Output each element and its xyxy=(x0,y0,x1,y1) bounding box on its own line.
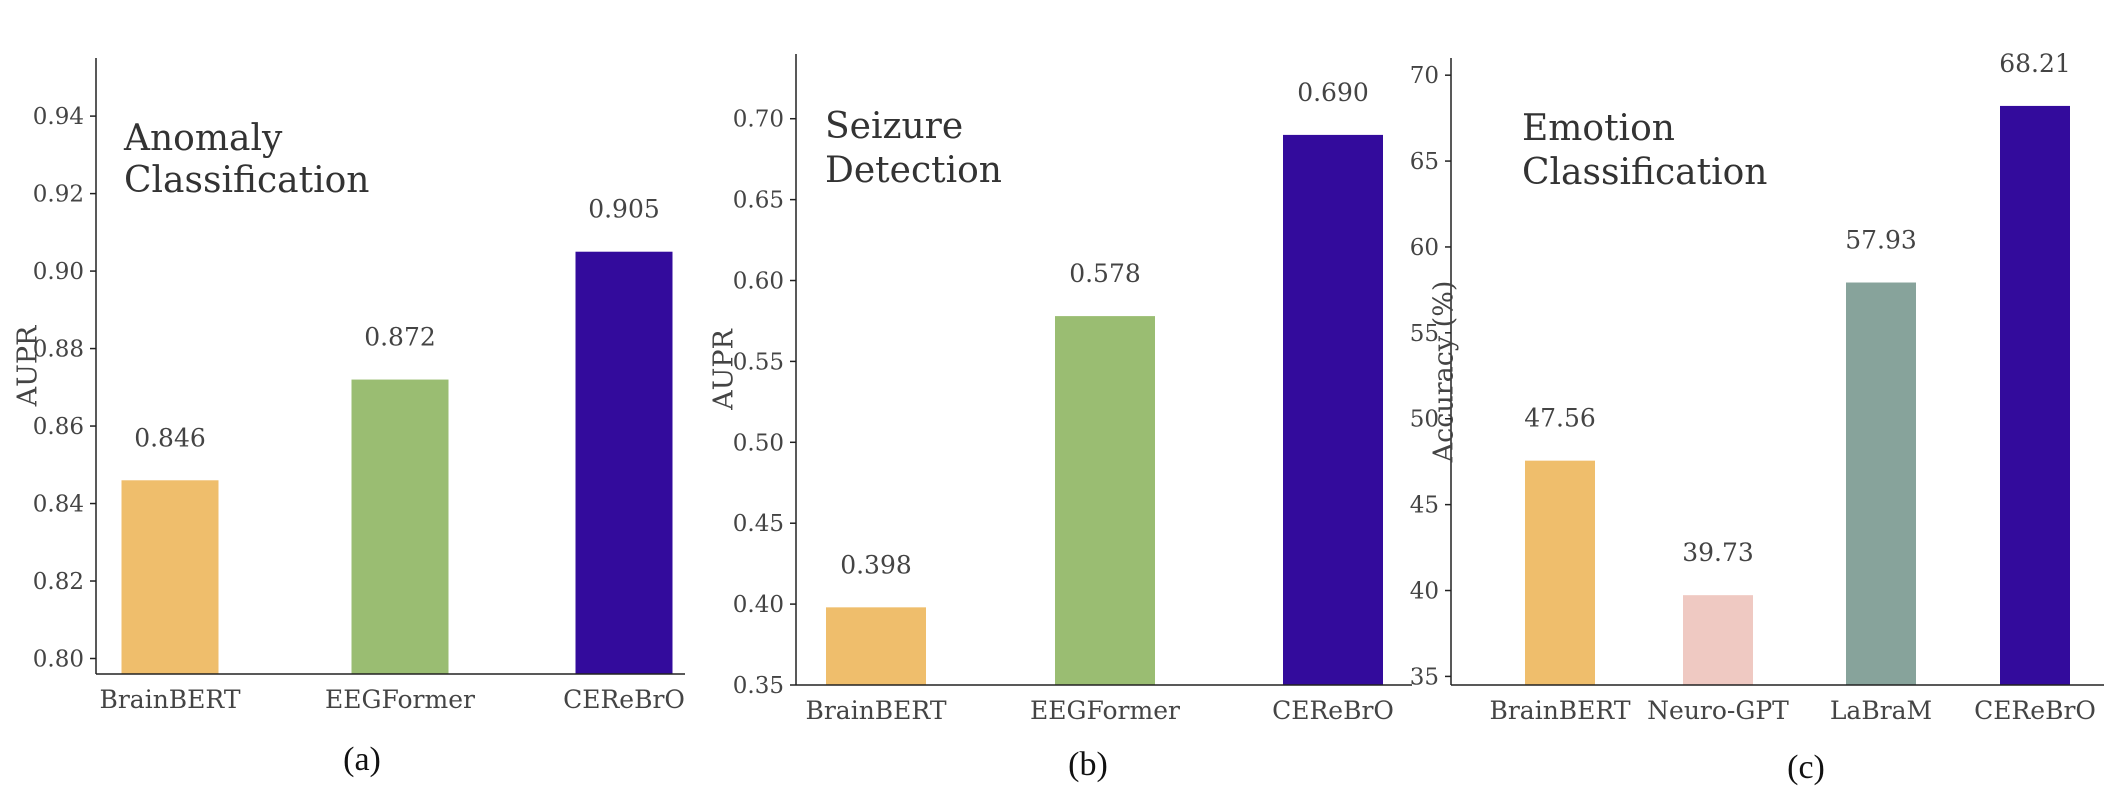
value-label: 0.578 xyxy=(1069,259,1141,288)
bar-brainbert xyxy=(826,607,926,685)
value-label: 68.21 xyxy=(1999,49,2071,78)
y-axis-label: Accuracy (%) xyxy=(1429,281,1460,464)
value-label: 57.93 xyxy=(1845,226,1917,255)
y-tick-label: 60 xyxy=(1410,235,1439,261)
x-tick-label: Neuro-GPT xyxy=(1647,696,1789,725)
bar-neuro-gpt xyxy=(1683,595,1753,685)
x-tick-label: BrainBERT xyxy=(99,685,240,714)
y-tick-label: 0.55 xyxy=(733,349,784,375)
value-label: 0.690 xyxy=(1297,78,1369,107)
value-label: 0.398 xyxy=(840,550,912,579)
y-tick-label: 0.35 xyxy=(733,673,784,699)
y-tick-label: 0.92 xyxy=(33,182,84,208)
bar-cerebro xyxy=(1283,134,1383,685)
value-label: 47.56 xyxy=(1524,404,1596,433)
y-tick-label: 0.70 xyxy=(733,107,784,133)
y-tick-label: 45 xyxy=(1410,493,1439,519)
y-tick-label: 65 xyxy=(1410,149,1439,175)
bar-eegformer xyxy=(1055,316,1155,685)
panel-label: (c) xyxy=(1787,749,1825,786)
value-label: 0.846 xyxy=(134,423,206,452)
y-axis-label: AUPR xyxy=(13,325,44,407)
value-label: 0.905 xyxy=(588,195,660,224)
chart-title-line-2: Classification xyxy=(1522,152,1767,193)
chart-title-line-2: Detection xyxy=(825,150,1002,191)
y-tick-label: 0.60 xyxy=(733,269,784,295)
chart-panel-2: 0.398 BrainBERT 0.578 EEGFormer 0.690 CEReBrO… xyxy=(709,54,1412,783)
y-tick-label: 0.80 xyxy=(33,647,84,673)
chart-panel-1: 0.846 BrainBERT 0.872 EEGFormer 0.905 CEReBrO… xyxy=(13,58,685,778)
x-tick-label: EEGFormer xyxy=(325,685,475,714)
y-tick-label: 0.65 xyxy=(733,188,784,214)
chart-title-line-1: Emotion xyxy=(1522,108,1675,149)
chart-title-line-1: Anomaly xyxy=(123,118,283,159)
value-label: 39.73 xyxy=(1682,538,1754,567)
x-tick-label: BrainBERT xyxy=(805,696,946,725)
x-tick-label: EEGFormer xyxy=(1030,696,1180,725)
chart-panel-3: 47.56 BrainBERT 39.73 Neuro-GPT 57.93 LaBraM 6… xyxy=(1410,49,2104,786)
y-tick-label: 35 xyxy=(1410,664,1439,690)
bar-eegformer xyxy=(351,379,449,674)
x-tick-label: CEReBrO xyxy=(563,685,685,714)
y-tick-label: 70 xyxy=(1410,63,1439,89)
bar-brainbert xyxy=(121,480,219,674)
x-tick-label: BrainBERT xyxy=(1489,696,1630,725)
y-axis-label: AUPR xyxy=(709,328,740,410)
y-tick-label: 0.40 xyxy=(733,592,784,618)
panel-label: (b) xyxy=(1068,746,1108,783)
chart-title-line-2: Classification xyxy=(124,160,369,201)
y-tick-label: 0.84 xyxy=(33,492,84,518)
y-tick-label: 40 xyxy=(1410,579,1439,605)
y-tick-label: 0.86 xyxy=(33,414,84,440)
bar-brainbert xyxy=(1525,460,1595,685)
y-tick-label: 0.45 xyxy=(733,511,784,537)
x-tick-label: CEReBrO xyxy=(1974,696,2096,725)
y-tick-label: 0.88 xyxy=(33,337,84,363)
y-tick-label: 0.94 xyxy=(33,104,84,130)
y-tick-label: 0.90 xyxy=(33,259,84,285)
y-tick-label: 0.50 xyxy=(733,430,784,456)
bar-cerebro xyxy=(2000,105,2070,685)
x-tick-label: CEReBrO xyxy=(1272,696,1394,725)
bar-cerebro xyxy=(575,251,673,674)
y-tick-label: 55 xyxy=(1410,321,1439,347)
y-tick-label: 50 xyxy=(1410,407,1439,433)
y-tick-label: 0.82 xyxy=(33,569,84,595)
x-tick-label: LaBraM xyxy=(1830,696,1932,725)
value-label: 0.872 xyxy=(364,323,436,352)
panel-label: (a) xyxy=(343,741,381,778)
chart-title-line-1: Seizure xyxy=(825,106,963,147)
bar-labram xyxy=(1846,282,1916,685)
